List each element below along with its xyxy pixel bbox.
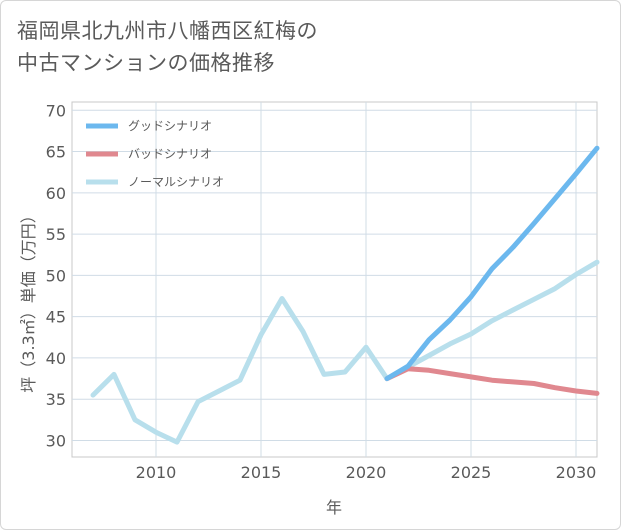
y-tick-label: 60 [46,184,66,203]
x-axis-title: 年 [326,498,342,517]
grid-lines [72,102,597,457]
y-axis-title: 坪（3.3㎡）単価（万円） [19,207,38,392]
legend-label-1: バッドシナリオ [128,147,212,161]
y-tick-label: 40 [46,349,66,368]
x-tick-label: 2030 [556,463,597,482]
chart-title-line-2: 中古マンションの価格推移 [17,51,275,75]
legend-label-0: グッドシナリオ [128,119,212,133]
chart-title-line-1: 福岡県北九州市八幡西区紅梅の [17,19,318,43]
y-tick-label: 65 [46,143,66,162]
plot-area [71,101,598,458]
x-tick-label: 2010 [136,463,177,482]
series-line-1 [384,366,600,396]
x-tick-label: 2020 [346,463,387,482]
y-tick-label: 30 [46,431,66,450]
tick-labels: 30 35 40 45 50 55 60 65 70 2010 2015 2020 2025 2030 [46,101,597,482]
y-tick-label: 70 [46,101,66,120]
y-tick-label: 45 [46,308,66,327]
series-line-0 [384,145,600,382]
chart-title: 福岡県北九州市八幡西区紅梅の 中古マンションの価格推移 [17,15,517,79]
y-tick-label: 50 [46,266,66,285]
y-tick-label: 35 [46,390,66,409]
legend-label-2: ノーマルシナリオ [128,175,224,189]
x-tick-label: 2025 [451,463,492,482]
y-tick-label: 55 [46,225,66,244]
series-line-2 [90,259,600,445]
series-lines [90,145,600,445]
x-tick-label: 2015 [241,463,282,482]
